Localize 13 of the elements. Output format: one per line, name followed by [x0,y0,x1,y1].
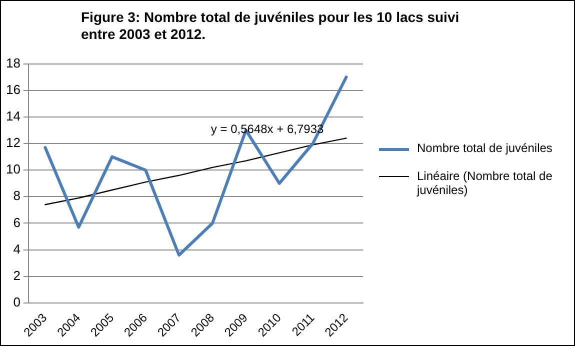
y-tick-label: 0 [13,294,20,310]
y-tick-label: 16 [6,82,20,97]
y-tick-label: 8 [13,188,20,204]
y-tick-label: 18 [6,55,20,70]
legend-label: Nombre total de juvéniles [417,141,552,155]
y-tick-label: 14 [6,108,20,124]
chart-title: Figure 3: Nombre total de juvéniles pour les 10 lacs suivi entre 2003 et 2012. [81,9,460,43]
y-tick-label: 2 [13,268,20,283]
y-tick-label: 10 [6,162,20,177]
y-tick-label: 12 [6,135,20,150]
legend-label: Linéaire (Nombre total de juvéniles) [417,169,554,197]
y-tick-label: 4 [13,241,20,256]
y-tick-label: 6 [13,214,20,230]
